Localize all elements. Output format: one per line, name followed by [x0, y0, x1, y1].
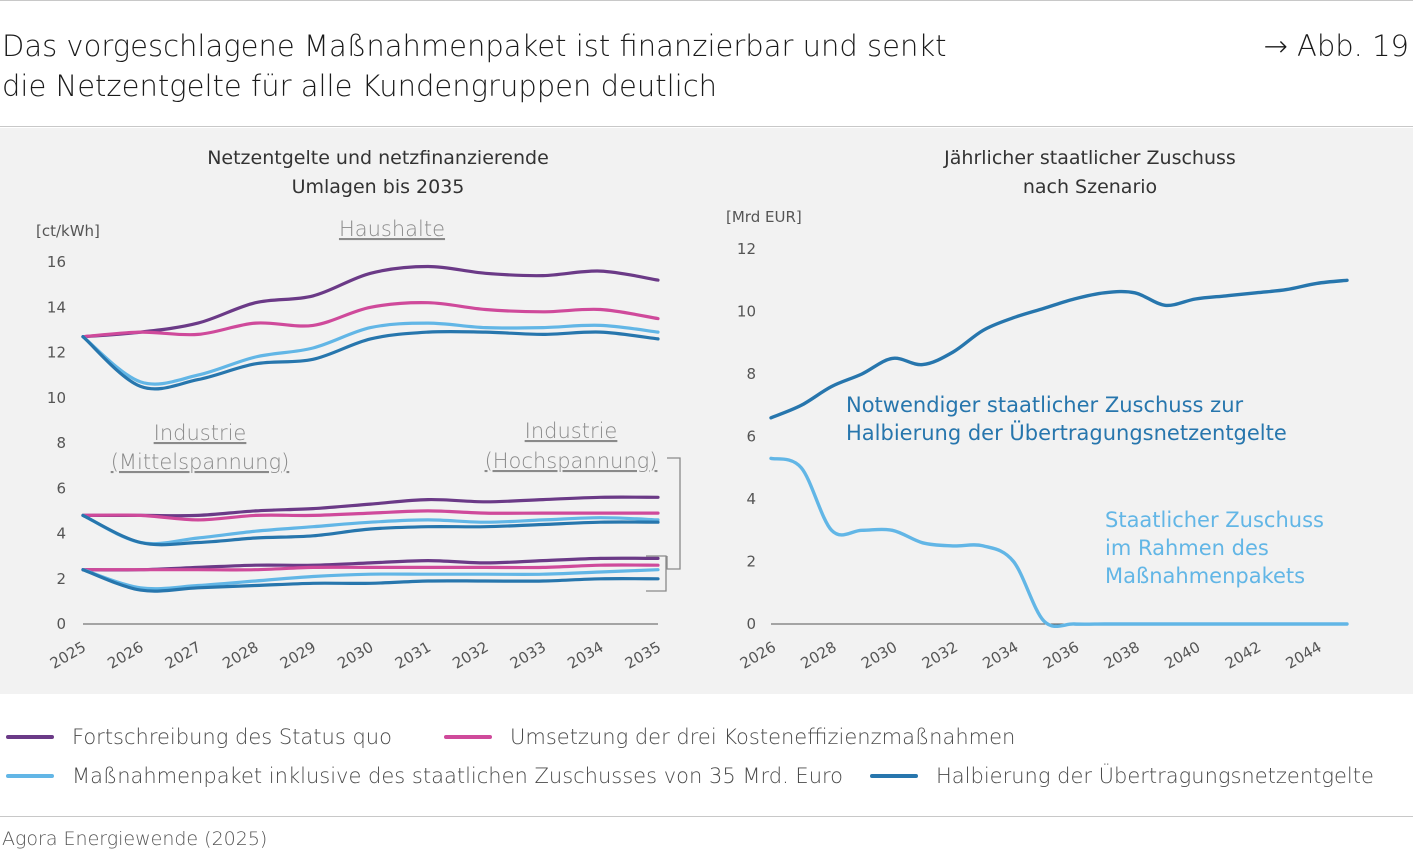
right-chart-axes: 0 2 4 6 8 10 12 2026 2028 2030 2032 2034 2036 2038 204… — [737, 240, 1347, 673]
y-tick-label: 8 — [746, 365, 756, 383]
x-tick-label: 2028 — [219, 638, 261, 673]
x-tick-label: 2042 — [1222, 638, 1264, 673]
line-hochspannung-halbierung — [81, 568, 660, 593]
legend-swatch-kosteneffizienz — [444, 735, 492, 739]
massnahmen-zuschuss-label-1: Staatlicher Zuschuss — [1105, 508, 1324, 532]
x-tick-label: 2032 — [919, 638, 961, 673]
line-haushalte-kosteneffizienz — [81, 301, 660, 339]
y-tick-label: 0 — [56, 615, 66, 633]
y-tick-label: 12 — [47, 344, 66, 362]
right-chart-title-1: Jährlicher staatlicher Zuschuss — [943, 147, 1236, 169]
x-tick-label: 2025 — [47, 638, 89, 673]
y-tick-label: 10 — [737, 303, 756, 321]
legend-item-halbierung: Halbierung der Übertragungsnetzentgelte — [870, 761, 1390, 791]
left-chart-lines — [81, 264, 660, 593]
legend-swatch-massnahmenpaket — [6, 774, 54, 778]
y-tick-label: 2 — [746, 553, 756, 571]
legend-label: Halbierung der Übertragungsnetzentgelte — [936, 764, 1374, 788]
notwendig-label-2: Halbierung der Übertragungsnetzentgelte — [846, 420, 1287, 445]
line-haushalte-status-quo — [81, 264, 660, 339]
legend-item-kosteneffizienz: Umsetzung der drei Kosteneffizienzmaßnah… — [444, 722, 1044, 752]
legend-item-status-quo: Fortschreibung des Status quo — [6, 722, 426, 752]
x-tick-label: 2040 — [1161, 638, 1203, 673]
x-tick-label: 2035 — [622, 638, 664, 673]
line-massnahmenpaket-zuschuss — [769, 456, 1349, 629]
line-haushalte-halbierung — [81, 329, 660, 391]
top-rule — [0, 0, 1413, 1]
legend-label: Fortschreibung des Status quo — [72, 725, 392, 749]
massnahmen-zuschuss-label-2: im Rahmen des — [1105, 536, 1269, 560]
x-tick-label: 2026 — [737, 638, 779, 673]
y-tick-label: 14 — [47, 298, 66, 316]
line-mittelspannung-kosteneffizienz — [81, 509, 660, 522]
line-haushalte-massnahmenpaket — [81, 321, 660, 386]
y-tick-label: 6 — [746, 428, 756, 446]
x-tick-label: 2044 — [1283, 638, 1325, 673]
mittelspannung-label-1: Industrie — [154, 421, 247, 445]
charts-canvas: Netzentgelte und netzfinanzierende Umlag… — [36, 147, 1349, 673]
y-tick-label: 4 — [746, 490, 756, 508]
legend-swatch-status-quo — [6, 735, 54, 739]
title-line-1: Das vorgeschlagene Maßnahmenpaket ist fi… — [2, 29, 947, 63]
hochspannung-label-2: (Hochspannung) — [485, 449, 658, 473]
right-chart-title-2: nach Szenario — [1023, 176, 1157, 198]
page-title: Das vorgeschlagene Maßnahmenpaket ist fi… — [2, 26, 1062, 106]
header-rule — [0, 126, 1413, 127]
hochspannung-label-1: Industrie — [525, 419, 618, 443]
x-tick-label: 2032 — [449, 638, 491, 673]
legend-label: Maßnahmenpaket inklusive des staatlichen… — [72, 764, 844, 788]
haushalte-label: Haushalte — [339, 217, 445, 241]
y-tick-label: 2 — [56, 570, 66, 588]
x-tick-label: 2029 — [277, 638, 319, 673]
title-line-2: die Netzentgelte für alle Kundengruppen … — [2, 69, 718, 103]
source-note: Agora Energiewende (2025) — [2, 828, 268, 850]
y-tick-label: 4 — [56, 525, 66, 543]
x-tick-label: 2034 — [979, 638, 1021, 673]
y-tick-label: 6 — [56, 479, 66, 497]
x-tick-label: 2036 — [1040, 638, 1082, 673]
x-tick-label: 2031 — [392, 638, 434, 673]
x-tick-label: 2030 — [858, 638, 900, 673]
y-tick-label: 16 — [47, 253, 66, 271]
x-tick-label: 2034 — [564, 638, 606, 673]
right-chart-lines — [769, 278, 1349, 629]
line-mittelspannung-status-quo — [81, 495, 660, 518]
line-mittelspannung-halbierung — [81, 513, 660, 547]
legend-swatch-halbierung — [870, 774, 918, 778]
right-y-unit: [Mrd EUR] — [726, 208, 802, 226]
figure-reference: → Abb. 19 — [1263, 29, 1409, 63]
x-tick-label: 2038 — [1101, 638, 1143, 673]
y-tick-label: 8 — [56, 434, 66, 452]
y-tick-label: 0 — [746, 615, 756, 633]
mittelspannung-label-2: (Mittelspannung) — [111, 450, 290, 474]
chart-panel-background — [0, 128, 1413, 694]
x-tick-label: 2030 — [334, 638, 376, 673]
hochspannung-bracket — [646, 457, 681, 592]
y-tick-label: 10 — [47, 389, 66, 407]
left-chart-title-1: Netzentgelte und netzfinanzierende — [207, 147, 549, 169]
y-tick-label: 12 — [737, 240, 756, 258]
notwendig-label-1: Notwendiger staatlicher Zuschuss zur — [846, 393, 1244, 417]
x-tick-label: 2033 — [507, 638, 549, 673]
massnahmen-zuschuss-label-3: Maßnahmenpakets — [1105, 564, 1305, 588]
x-tick-label: 2026 — [104, 638, 146, 673]
footer-rule — [0, 816, 1413, 817]
legend-item-massnahmenpaket: Maßnahmenpaket inklusive des staatlichen… — [6, 761, 846, 791]
line-hochspannung-massnahmenpaket — [81, 568, 660, 591]
x-tick-label: 2027 — [162, 638, 204, 673]
x-tick-label: 2028 — [798, 638, 840, 673]
left-chart-title-2: Umlagen bis 2035 — [292, 176, 465, 198]
line-notwendiger-zuschuss — [769, 278, 1349, 420]
legend-label: Umsetzung der drei Kosteneffizienzmaßnah… — [510, 725, 1016, 749]
line-mittelspannung-massnahmenpaket — [81, 513, 660, 546]
line-hochspannung-kosteneffizienz — [81, 563, 660, 572]
left-y-unit: [ct/kWh] — [36, 222, 100, 240]
